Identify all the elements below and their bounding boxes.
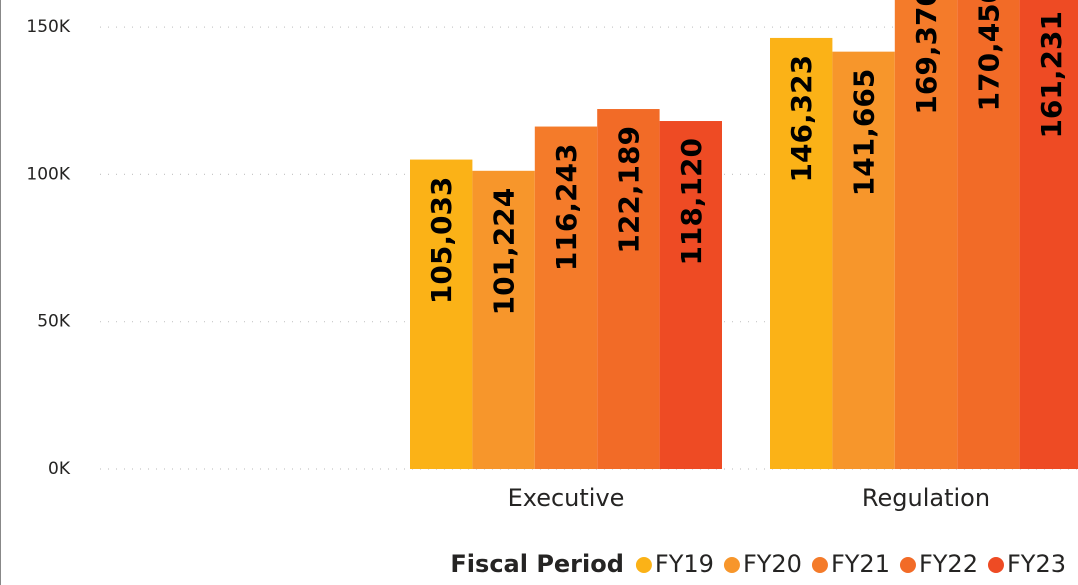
y-tick-label: 100K [26, 164, 70, 184]
legend-label: FY23 [1007, 550, 1066, 578]
bar [410, 159, 473, 469]
data-label: 146,323 [785, 55, 818, 183]
bar [894, 0, 958, 469]
bars [410, 0, 1078, 470]
bar [1019, 0, 1078, 469]
bar [770, 37, 833, 470]
data-label: 122,189 [612, 126, 645, 254]
bar [957, 0, 1020, 469]
legend-swatch [987, 557, 1004, 573]
legend-swatch [723, 557, 740, 573]
legend-swatch [811, 557, 828, 573]
data-label: 116,243 [550, 144, 583, 272]
labels: Executive 105,033 101,224 116,243 122,189 118… [425, 0, 1068, 512]
legend-title: Fiscal Period [450, 550, 624, 578]
legend: FY23 FY22 FY21 FY20 FY19 Fiscal Period [450, 550, 1066, 578]
bar [472, 170, 535, 469]
bar [534, 126, 598, 469]
data-label: 101,224 [488, 188, 521, 316]
legend-label: FY21 [831, 550, 890, 578]
y-tick-label: 0K [48, 459, 71, 479]
data-label: 105,033 [425, 177, 458, 305]
data-label: 161,231 [1035, 11, 1068, 139]
legend-label: FY20 [743, 550, 802, 578]
bar [832, 51, 895, 470]
x-tick-label: Executive [508, 484, 625, 512]
bar [659, 121, 722, 469]
y-tick-label: 50K [37, 312, 71, 332]
data-label: 170,450 [972, 0, 1005, 111]
x-tick-label: Regulation [862, 484, 990, 512]
legend-label: FY22 [919, 550, 978, 578]
legend-swatch [899, 557, 916, 573]
legend-swatch [635, 557, 652, 573]
data-label: 169,370 [910, 0, 943, 115]
bar [597, 109, 660, 470]
data-label: 118,120 [675, 138, 708, 266]
data-label: 141,665 [848, 69, 881, 197]
legend-label: FY19 [655, 550, 714, 578]
y-tick-label: 150K [26, 17, 70, 37]
